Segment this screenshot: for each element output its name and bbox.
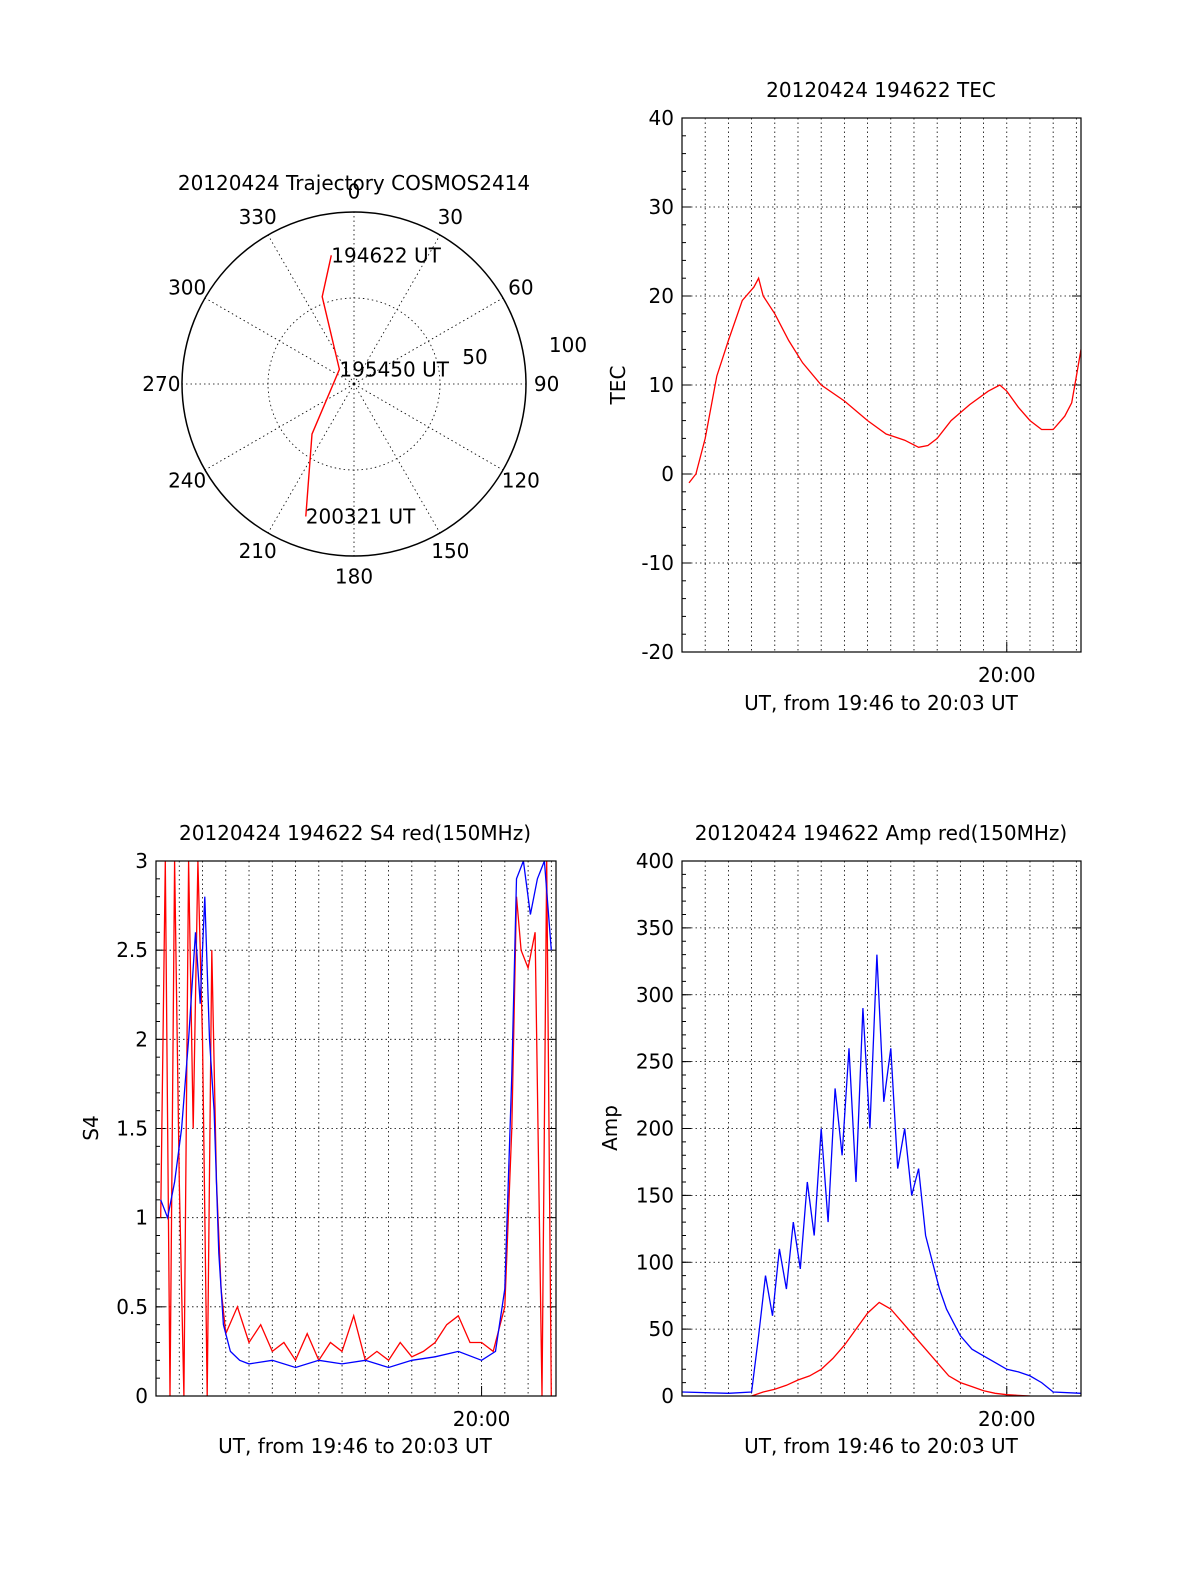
s4-ytick-label-4: 2 [135, 1027, 148, 1051]
amp-ytick-label-7: 350 [636, 916, 674, 940]
azimuth-label-300: 300 [168, 276, 206, 300]
s4-xtick-label-0: 20:00 [453, 1407, 511, 1431]
trajectory-panel: 20120424 Trajectory COSMOS2414 0 30 60 90 12… [142, 171, 587, 589]
azimuth-label-60: 60 [508, 276, 533, 300]
tec-panel: 20120424 194622 TEC UT, from 19:46 to 20… [606, 78, 1082, 715]
tec-title: 20120424 194622 TEC [766, 78, 996, 102]
amp-ytick-label-4: 200 [636, 1117, 674, 1141]
tec-ytick-label-6: 40 [649, 106, 674, 130]
s4-ylabel: S4 [79, 1115, 103, 1140]
amp-ytick-label-6: 300 [636, 983, 674, 1007]
amp-xtick-label-0: 20:00 [978, 1407, 1036, 1431]
trajectory-line-0 [305, 255, 341, 517]
polar-spoke-120 [353, 383, 504, 471]
polar-spoke-60 [353, 297, 504, 385]
amp-ytick-label-5: 250 [636, 1050, 674, 1074]
amp-series-line-1 [751, 1301, 1031, 1396]
polar-spoke-240 [204, 383, 355, 471]
polar-spoke-330 [267, 234, 355, 385]
s4-ytick-label-3: 1.5 [116, 1117, 148, 1141]
radial-label-50: 50 [462, 345, 487, 369]
trajectory-time-label-1: 195450 UT [339, 357, 449, 381]
azimuth-label-90: 90 [534, 372, 559, 396]
s4-ytick-label-2: 1 [135, 1206, 148, 1230]
s4-title: 20120424 194622 S4 red(150MHz) [179, 821, 531, 845]
polar-spoke-150 [353, 383, 441, 534]
amp-panel: 20120424 194622 Amp red(150MHz) UT, from… [598, 821, 1082, 1458]
azimuth-label-30: 30 [438, 205, 463, 229]
tec-ytick-label-2: 0 [661, 462, 674, 486]
amp-xlabel: UT, from 19:46 to 20:03 UT [744, 1434, 1019, 1458]
azimuth-label-180: 180 [335, 565, 373, 589]
polar-spoke-300 [204, 297, 355, 385]
s4-panel: 20120424 194622 S4 red(150MHz) UT, from … [79, 821, 557, 1458]
amp-series-line-0 [682, 954, 1081, 1394]
amp-ytick-label-8: 400 [636, 849, 674, 873]
tec-ytick-label-5: 30 [649, 195, 674, 219]
polar-spoke-30 [353, 234, 441, 385]
radial-label-100: 100 [549, 333, 587, 357]
azimuth-label-150: 150 [431, 539, 469, 563]
amp-ylabel: Amp [598, 1105, 622, 1151]
tec-ytick-label-3: 10 [649, 373, 674, 397]
azimuth-label-330: 330 [239, 205, 277, 229]
tec-ylabel: TEC [606, 366, 630, 406]
tec-ytick-label-0: -20 [641, 640, 674, 664]
azimuth-label-270: 270 [142, 372, 180, 396]
polar-spoke-210 [267, 383, 355, 534]
s4-plot-frame [155, 860, 557, 1397]
tec-plot-frame [681, 117, 1082, 653]
azimuth-label-240: 240 [168, 468, 206, 492]
amp-ytick-label-3: 150 [636, 1183, 674, 1207]
tec-xtick-label-0: 20:00 [978, 663, 1036, 687]
amp-plot-frame [681, 860, 1082, 1397]
tec-ytick-label-1: -10 [641, 551, 674, 575]
tec-xlabel: UT, from 19:46 to 20:03 UT [744, 691, 1019, 715]
amp-ytick-label-2: 100 [636, 1250, 674, 1274]
azimuth-label-120: 120 [502, 468, 540, 492]
s4-ytick-label-0: 0 [135, 1384, 148, 1408]
azimuth-label-210: 210 [239, 539, 277, 563]
tec-series-line-0 [688, 276, 1081, 484]
trajectory-title: 20120424 Trajectory COSMOS2414 [178, 171, 530, 195]
trajectory-time-label-0: 194622 UT [331, 243, 441, 267]
s4-series-line-1 [160, 861, 552, 1369]
s4-ytick-label-5: 2.5 [116, 938, 148, 962]
s4-ytick-label-1: 0.5 [116, 1295, 148, 1319]
amp-ytick-label-0: 0 [661, 1384, 674, 1408]
tec-ytick-label-4: 20 [649, 284, 674, 308]
s4-ytick-label-6: 3 [135, 849, 148, 873]
trajectory-time-label-2: 200321 UT [306, 505, 416, 529]
amp-title: 20120424 194622 Amp red(150MHz) [695, 821, 1067, 845]
amp-ytick-label-1: 50 [649, 1317, 674, 1341]
s4-xlabel: UT, from 19:46 to 20:03 UT [218, 1434, 493, 1458]
azimuth-label-0: 0 [348, 179, 361, 203]
